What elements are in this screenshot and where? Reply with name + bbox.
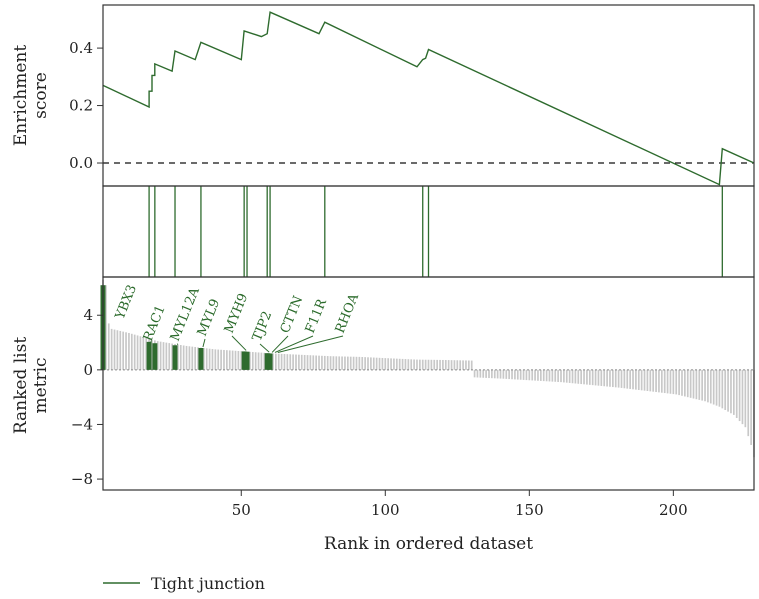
x-tick-label: 50 — [232, 501, 251, 519]
metric-y-axis-title: Ranked listmetric — [11, 337, 51, 435]
gene-leader-line — [271, 335, 289, 353]
highlighted-metric-bar — [198, 348, 204, 370]
gene-leader-line — [274, 335, 314, 353]
legend-label: Tight junction — [151, 574, 265, 593]
es-y-axis-title: Enrichmentscore — [11, 45, 51, 147]
gene-label: RHOA — [333, 291, 363, 335]
gene-label: TJP2 — [250, 309, 275, 343]
es-y-tick-label: 0.0 — [69, 154, 93, 172]
x-tick-label: 150 — [515, 501, 544, 519]
panel-frame — [102, 4, 755, 187]
highlighted-metric-bar — [241, 351, 247, 370]
x-tick-label: 200 — [659, 501, 688, 519]
es-y-tick-label: 0.4 — [69, 39, 93, 57]
x-tick-label: 100 — [371, 501, 400, 519]
metric-y-tick-label: −8 — [71, 470, 93, 488]
highlighted-metric-bar — [152, 343, 158, 370]
panel-frame — [102, 276, 755, 491]
gene-leader-line — [202, 338, 206, 348]
gene-label: MYH9 — [222, 291, 251, 335]
highlighted-metric-bar — [244, 351, 250, 370]
gene-label: RAC1 — [141, 303, 169, 343]
metric-y-tick-label: 0 — [83, 361, 93, 379]
metric-y-tick-label: −4 — [71, 415, 93, 433]
gene-leader-line — [231, 335, 247, 351]
gene-label: F11R — [303, 296, 331, 336]
x-axis-title: Rank in ordered dataset — [324, 534, 533, 554]
gene-label: MYL9 — [195, 297, 223, 339]
gene-leader-line — [277, 335, 344, 353]
gene-label: YBX3 — [112, 283, 140, 323]
es-y-tick-label: 0.2 — [69, 97, 93, 115]
highlighted-metric-bar — [267, 353, 273, 370]
highlighted-metric-bar — [264, 353, 270, 370]
running-enrichment-score-line — [102, 11, 755, 186]
metric-y-tick-label: 4 — [83, 306, 93, 324]
highlighted-metric-bar — [146, 341, 152, 370]
highlighted-metric-bar — [172, 345, 178, 370]
gene-leader-line — [259, 343, 270, 353]
